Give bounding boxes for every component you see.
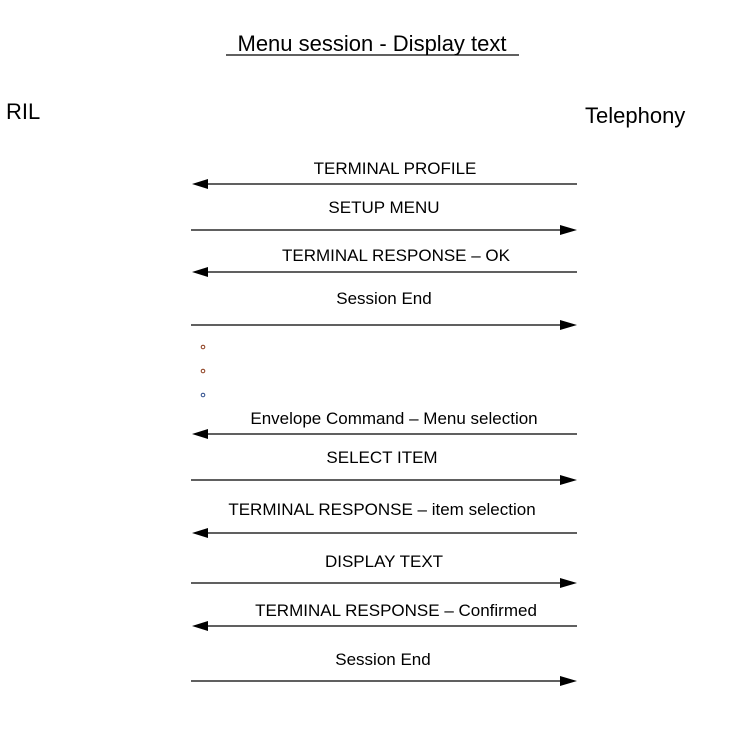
arrowhead-right-icon <box>560 320 577 330</box>
participant-ril: RIL <box>6 99 40 124</box>
arrowhead-left-icon <box>192 429 208 439</box>
message-label: TERMINAL PROFILE <box>314 159 477 178</box>
arrowhead-left-icon <box>192 179 208 189</box>
arrowhead-right-icon <box>560 578 577 588</box>
message-label: DISPLAY TEXT <box>325 552 443 571</box>
arrowhead-right-icon <box>560 475 577 485</box>
message-label: Session End <box>336 289 431 308</box>
message-label: Session End <box>335 650 430 669</box>
diagram-title: Menu session - Display text <box>238 31 507 56</box>
arrowhead-right-icon <box>560 225 577 235</box>
message-label: TERMINAL RESPONSE – OK <box>282 246 511 265</box>
ellipsis-dot <box>200 344 206 350</box>
message-label: SETUP MENU <box>328 198 439 217</box>
message-label: TERMINAL RESPONSE – Confirmed <box>255 601 537 620</box>
arrowhead-right-icon <box>560 676 577 686</box>
ellipsis-dot <box>200 392 206 398</box>
message-label: Envelope Command – Menu selection <box>250 409 537 428</box>
message-label: SELECT ITEM <box>326 448 437 467</box>
participant-telephony: Telephony <box>585 103 685 128</box>
message-label: TERMINAL RESPONSE – item selection <box>228 500 535 519</box>
arrowhead-left-icon <box>192 528 208 538</box>
ellipsis-dot <box>200 368 206 374</box>
arrowhead-left-icon <box>192 267 208 277</box>
arrowhead-left-icon <box>192 621 208 631</box>
